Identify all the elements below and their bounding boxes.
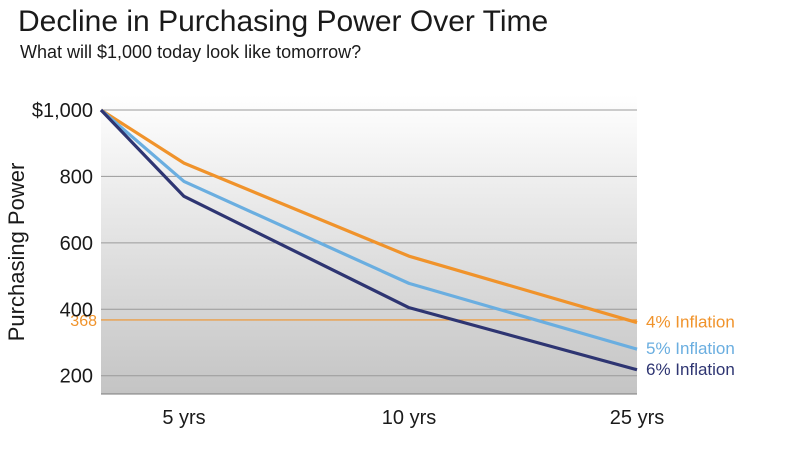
reference-line-group: 368: [70, 313, 637, 330]
series-line-1: [100, 108, 638, 325]
series-label: 5% Inflation: [646, 339, 735, 358]
y-axis-ticks: 200 400 600 800 $1,000: [32, 100, 93, 388]
series-label: 6% Inflation: [646, 360, 735, 379]
x-tick-label: 10 yrs: [382, 407, 436, 429]
y-tick-label: 400: [60, 299, 93, 321]
y-tick-label: $1,000: [32, 100, 93, 122]
x-axis-ticks: 5 yrs 10 yrs 25 yrs: [162, 407, 664, 429]
y-tick-label: 800: [60, 166, 93, 188]
series-label: 4% Inflation: [646, 313, 735, 332]
series-line-3: [99, 108, 638, 372]
gridlines: [101, 109, 637, 377]
series-labels: 4% Inflation 5% Inflation 6% Inflation: [646, 313, 735, 379]
series-lines: [99, 108, 638, 372]
chart-title: Decline in Purchasing Power Over Time: [18, 5, 548, 38]
chart-subtitle: What will $1,000 today look like tomorro…: [20, 42, 361, 62]
y-tick-label: 200: [60, 366, 93, 388]
y-tick-label: 600: [60, 233, 93, 255]
reference-line-label: 368: [70, 313, 97, 330]
y-axis-label: Purchasing Power: [4, 163, 29, 342]
series-line-2: [99, 108, 638, 351]
x-tick-label: 25 yrs: [610, 407, 664, 429]
x-tick-label: 5 yrs: [162, 407, 205, 429]
